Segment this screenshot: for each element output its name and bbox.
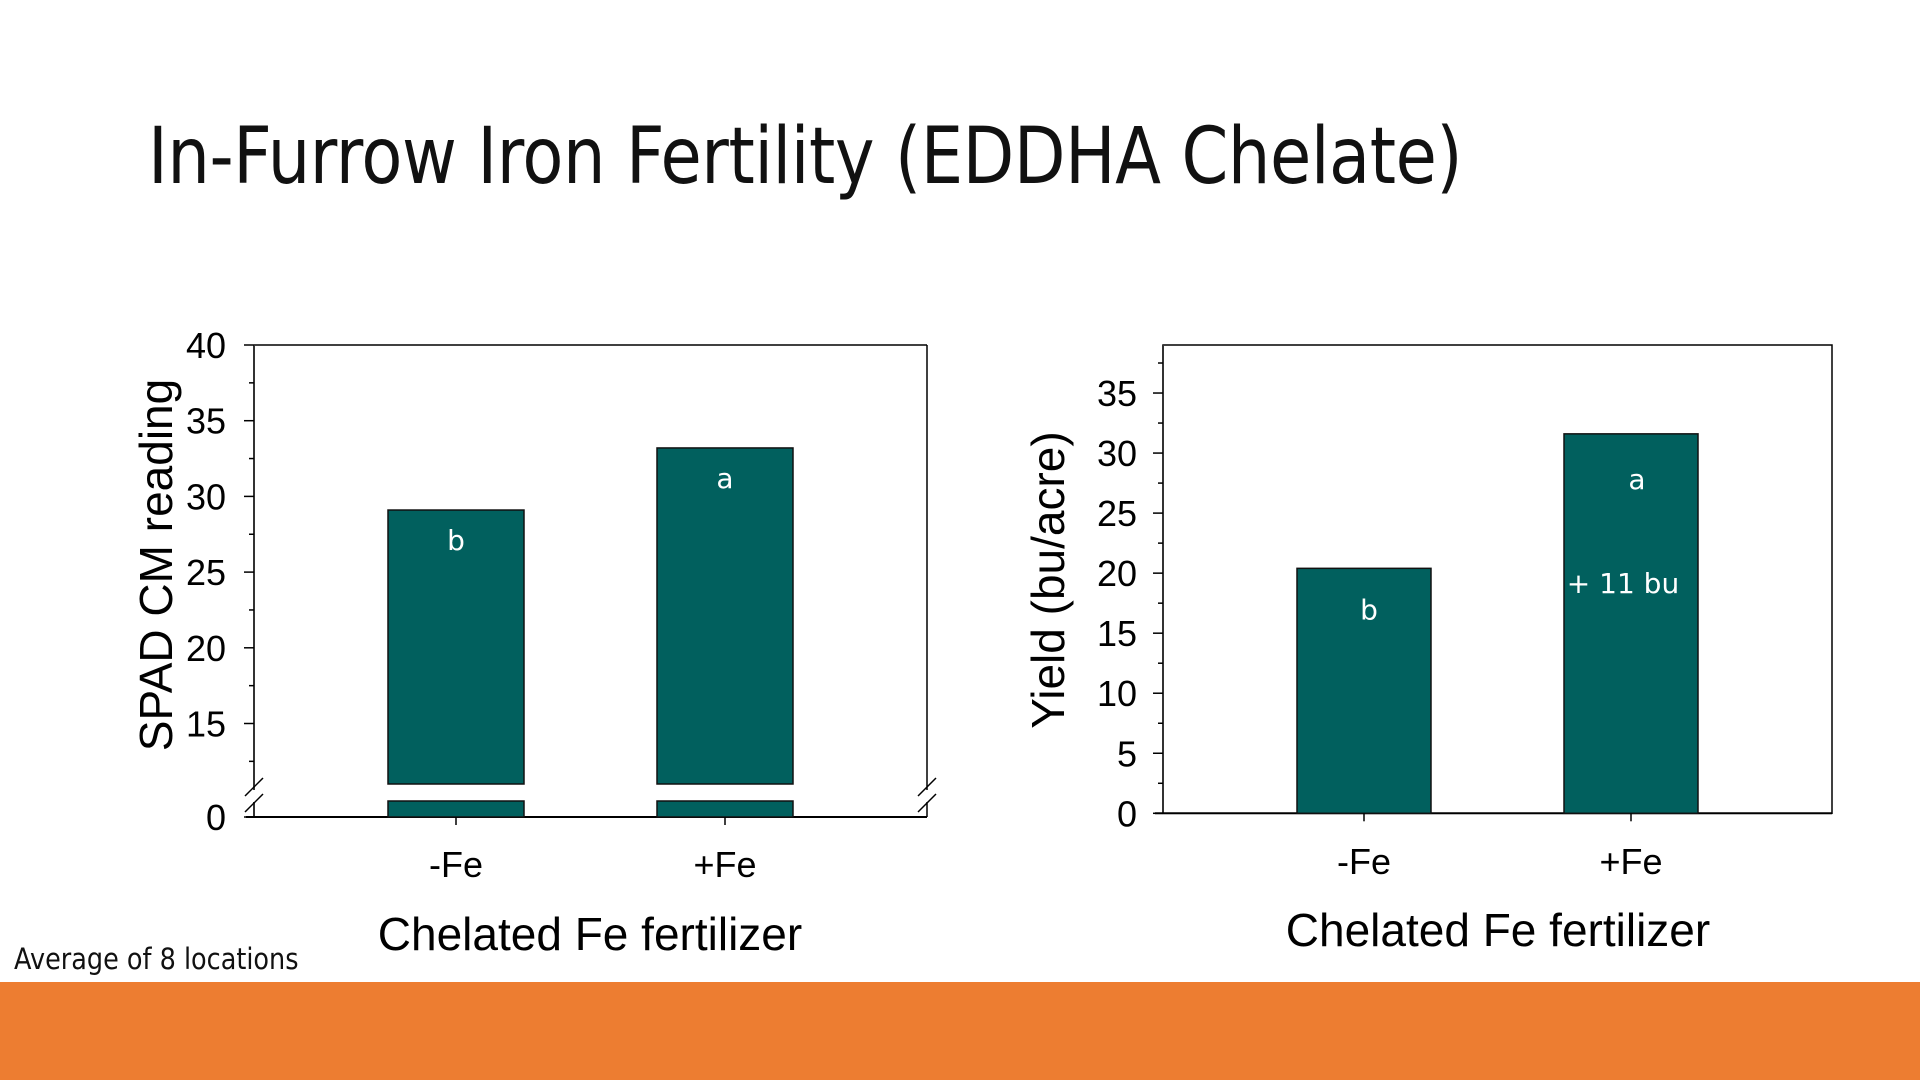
bar-significance-label: a bbox=[1628, 463, 1645, 496]
axis-break-mark-left bbox=[244, 777, 264, 797]
bar-lower-+Fe bbox=[656, 800, 794, 818]
bar-upper--Fe bbox=[387, 509, 525, 785]
x-category-label: +Fe bbox=[693, 844, 756, 885]
x-category-label: -Fe bbox=[1337, 841, 1391, 882]
y-tick-label: 10 bbox=[1097, 673, 1137, 714]
y-tick-label: 0 bbox=[206, 797, 226, 838]
slide-title: In-Furrow Iron Fertility (EDDHA Chelate) bbox=[148, 112, 1463, 202]
bar-significance-label: b bbox=[447, 524, 465, 557]
axis-break-mark-left bbox=[244, 793, 264, 813]
x-category-label: -Fe bbox=[429, 844, 483, 885]
y-axis-title: Yield (bu/acre) bbox=[1022, 431, 1074, 728]
bar-lower--Fe bbox=[387, 800, 525, 818]
y-tick-label: 35 bbox=[186, 401, 226, 442]
bar--Fe bbox=[1296, 567, 1432, 815]
spad-chart: 0 15 20 25 30 35 40 b -Fe a +Fe Chelated Fe fertili… bbox=[130, 325, 937, 960]
bar-+Fe bbox=[1563, 433, 1699, 815]
bar-significance-label: a bbox=[716, 462, 733, 495]
y-tick-label: 30 bbox=[1097, 433, 1137, 474]
y-axis-title: SPAD CM reading bbox=[130, 379, 182, 751]
y-tick-label: 40 bbox=[186, 325, 226, 366]
x-axis-title: Chelated Fe fertilizer bbox=[378, 908, 802, 960]
y-tick-label: 30 bbox=[186, 476, 226, 517]
y-tick-label: 20 bbox=[1097, 553, 1137, 594]
axis-break-mark-right bbox=[917, 777, 937, 797]
x-axis-title: Chelated Fe fertilizer bbox=[1286, 904, 1710, 956]
bar-annotation-yield-gain: + 11 bu bbox=[1567, 567, 1679, 600]
y-tick-label: 20 bbox=[186, 628, 226, 669]
y-tick-label: 25 bbox=[186, 552, 226, 593]
bar-significance-label: b bbox=[1360, 593, 1378, 626]
plot-frame bbox=[1162, 344, 1833, 815]
y-tick-label: 15 bbox=[186, 704, 226, 745]
footnote: Average of 8 locations bbox=[14, 942, 299, 976]
y-tick-label: 35 bbox=[1097, 373, 1137, 414]
footer-accent-bar bbox=[0, 982, 1920, 1080]
x-category-label: +Fe bbox=[1599, 841, 1662, 882]
bar-upper-+Fe bbox=[656, 447, 794, 785]
yield-chart: 0 5 10 15 20 25 30 35 b -Fe a +Fe + 11 bu Chelated Fe… bbox=[1022, 344, 1833, 956]
y-tick-label: 0 bbox=[1117, 793, 1137, 834]
y-tick-label: 15 bbox=[1097, 613, 1137, 654]
axis-break-mark-right bbox=[917, 793, 937, 813]
y-tick-label: 5 bbox=[1117, 733, 1137, 774]
y-tick-label: 25 bbox=[1097, 493, 1137, 534]
